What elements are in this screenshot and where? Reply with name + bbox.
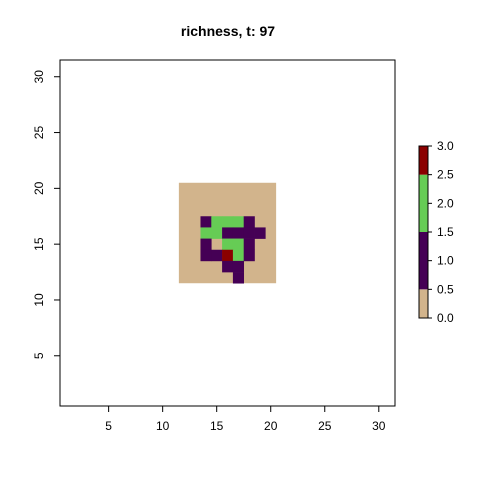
legend-swatch bbox=[419, 232, 428, 290]
y-tick-label: 10 bbox=[32, 293, 46, 307]
x-tick-label: 5 bbox=[105, 419, 112, 433]
heatmap-cell bbox=[232, 249, 245, 262]
heatmap-cell bbox=[232, 238, 245, 251]
legend-tick-label: 3.0 bbox=[437, 139, 454, 153]
cells-layer bbox=[178, 182, 277, 284]
legend-tick-label: 2.0 bbox=[437, 196, 454, 210]
heatmap-cell bbox=[232, 216, 245, 228]
y-tick-label: 30 bbox=[32, 70, 46, 84]
color-legend: 0.0 0.5 1.0 1.5 2.0 2.5 3.0 bbox=[418, 139, 454, 325]
heatmap-cell bbox=[243, 249, 255, 262]
x-tick-label: 15 bbox=[210, 419, 224, 433]
y-tick-label: 25 bbox=[32, 126, 46, 140]
legend-tick-label: 0.0 bbox=[437, 311, 454, 325]
plot-frame bbox=[59, 59, 396, 407]
heatmap-cell bbox=[222, 238, 234, 251]
legend-swatch bbox=[419, 174, 428, 232]
legend-tick-label: 1.5 bbox=[437, 225, 454, 239]
heatmap-cell bbox=[232, 272, 245, 284]
heatmap-cell bbox=[200, 227, 212, 239]
heatmap-cell bbox=[254, 227, 266, 239]
y-tick-label: 20 bbox=[32, 181, 46, 195]
heatmap-cell bbox=[232, 260, 245, 273]
x-tick-label: 30 bbox=[372, 419, 386, 433]
x-tick-label: 20 bbox=[264, 419, 278, 433]
legend-tick-label: 0.5 bbox=[437, 282, 454, 296]
heatmap-cell bbox=[243, 216, 255, 228]
heatmap-cell bbox=[243, 238, 255, 251]
heatmap-cell bbox=[222, 249, 234, 262]
x-axis: 5 10 15 20 25 30 bbox=[105, 406, 386, 433]
x-tick-label: 10 bbox=[156, 419, 170, 433]
y-tick-label: 5 bbox=[32, 352, 46, 359]
x-tick-label: 25 bbox=[318, 419, 332, 433]
heatmap-cell bbox=[232, 227, 245, 239]
heatmap-cell bbox=[211, 227, 223, 239]
heatmap-cell bbox=[200, 216, 212, 228]
heatmap-cell bbox=[222, 216, 234, 228]
legend-tick-label: 2.5 bbox=[437, 168, 454, 182]
heatmap-cell bbox=[200, 238, 212, 251]
heatmap-cell bbox=[211, 249, 223, 262]
heatmap-cell bbox=[243, 227, 255, 239]
heatmap-cell bbox=[211, 216, 223, 228]
heatmap-cell bbox=[200, 249, 212, 262]
legend-swatch bbox=[419, 146, 428, 175]
legend-tick-label: 1.0 bbox=[437, 254, 454, 268]
chart-title: richness, t: 97 bbox=[181, 23, 275, 39]
legend-swatch bbox=[419, 289, 428, 318]
heatmap-cell bbox=[222, 260, 234, 273]
y-axis: 5 10 15 20 25 30 bbox=[32, 70, 60, 359]
heatmap-cell bbox=[222, 227, 234, 239]
y-tick-label: 15 bbox=[32, 237, 46, 251]
